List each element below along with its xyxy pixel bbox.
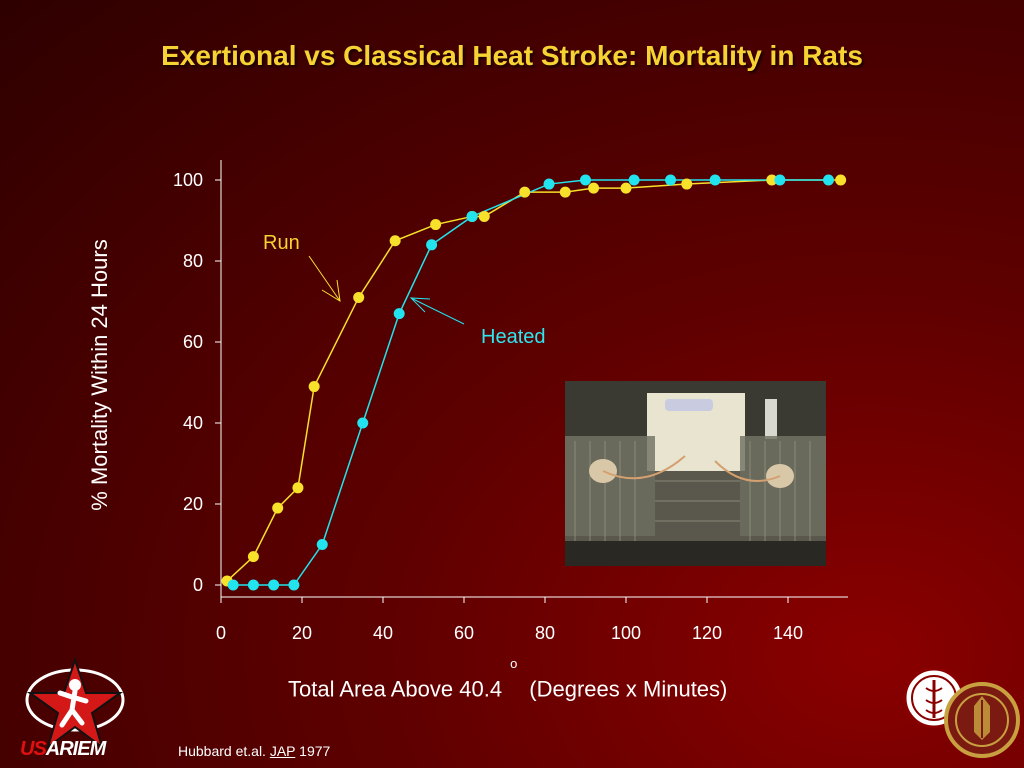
citation-authors: Hubbard et.al.	[178, 743, 270, 759]
x-axis-label-main: Total Area Above 40.4	[288, 676, 503, 702]
usariem-logo-icon	[25, 656, 125, 750]
run-data-point	[766, 174, 778, 186]
heated-data-point	[288, 579, 300, 591]
heated-data-point	[774, 174, 786, 186]
usariem-logo-text: USARIEM	[20, 738, 106, 761]
run-data-point	[430, 219, 442, 231]
run-data-point	[559, 186, 571, 198]
annotation-arrows	[308, 255, 465, 325]
y-tick-label: 100	[173, 170, 203, 190]
run-data-point	[353, 291, 365, 303]
x-axis-label-units: (Degrees x Minutes)	[529, 676, 728, 702]
y-tick-label: 40	[183, 413, 203, 433]
heated-data-point	[393, 308, 405, 320]
run-data-point	[681, 178, 693, 190]
citation-year: 1977	[295, 743, 331, 759]
x-tick-label: 140	[773, 623, 803, 643]
y-tick-label: 60	[183, 332, 203, 352]
run-data-point	[292, 482, 304, 494]
chart-series-layer	[221, 174, 847, 591]
run-data-point	[308, 381, 320, 393]
heated-series-line	[233, 179, 829, 586]
heated-data-point	[357, 417, 369, 429]
x-tick-label: 0	[216, 623, 226, 643]
run-data-point	[247, 551, 259, 563]
x-axis-label: Total Area Above 40.4 o (Degrees x Minutes…	[288, 656, 728, 702]
x-tick-label: 60	[454, 623, 474, 643]
x-tick-label: 100	[611, 623, 641, 643]
lab-equipment-illustration	[565, 381, 826, 566]
y-tick-label: 80	[183, 251, 203, 271]
heated-data-point	[665, 174, 677, 186]
heated-data-point	[823, 174, 834, 186]
run-data-point	[272, 502, 284, 514]
heated-data-point	[628, 174, 640, 186]
chart-axes: 0 20 40 60 80 100 0 20 40 60 80 100 120 140	[173, 160, 848, 643]
usariem-logo-text-us: US	[20, 738, 47, 760]
citation-journal: JAP	[269, 743, 296, 759]
heated-arrowhead	[409, 297, 431, 313]
heated-data-point	[466, 210, 478, 222]
heated-data-point	[227, 579, 239, 591]
citation: Hubbard et.al. JAP 1977	[178, 743, 330, 759]
heated-data-point	[316, 539, 328, 550]
y-axis-label: % Mortality Within 24 Hours	[87, 239, 112, 511]
heated-arrow	[410, 297, 465, 325]
x-tick-label: 40	[373, 623, 393, 643]
medical-command-logos-icon	[903, 667, 1020, 758]
y-tick-label: 20	[183, 494, 203, 514]
run-data-point	[588, 182, 600, 194]
heated-data-point	[268, 579, 280, 591]
slide-title: Exertional vs Classical Heat Stroke: Mor…	[161, 40, 863, 71]
run-arrow	[308, 255, 341, 302]
heated-data-point	[426, 239, 438, 251]
run-arrowhead	[321, 279, 341, 302]
x-axis-degree-symbol: o	[510, 656, 518, 671]
heated-data-point	[247, 579, 259, 591]
usariem-logo-text-ariem: ARIEM	[45, 738, 106, 760]
heated-data-point	[580, 174, 591, 186]
heated-annotation-label: Heated	[481, 326, 546, 348]
x-tick-label: 120	[692, 623, 722, 643]
x-tick-label: 20	[292, 623, 312, 643]
run-annotation-label: Run	[263, 232, 300, 254]
run-data-point	[835, 174, 847, 186]
lab-equipment-photo	[565, 381, 826, 566]
run-data-point	[620, 182, 632, 194]
x-tick-label: 80	[535, 623, 555, 643]
heated-data-point	[543, 178, 555, 190]
run-data-point	[519, 186, 531, 198]
run-data-point	[389, 235, 401, 247]
y-tick-label: 0	[193, 575, 203, 595]
run-data-point	[478, 210, 490, 222]
heated-data-point	[709, 174, 721, 186]
